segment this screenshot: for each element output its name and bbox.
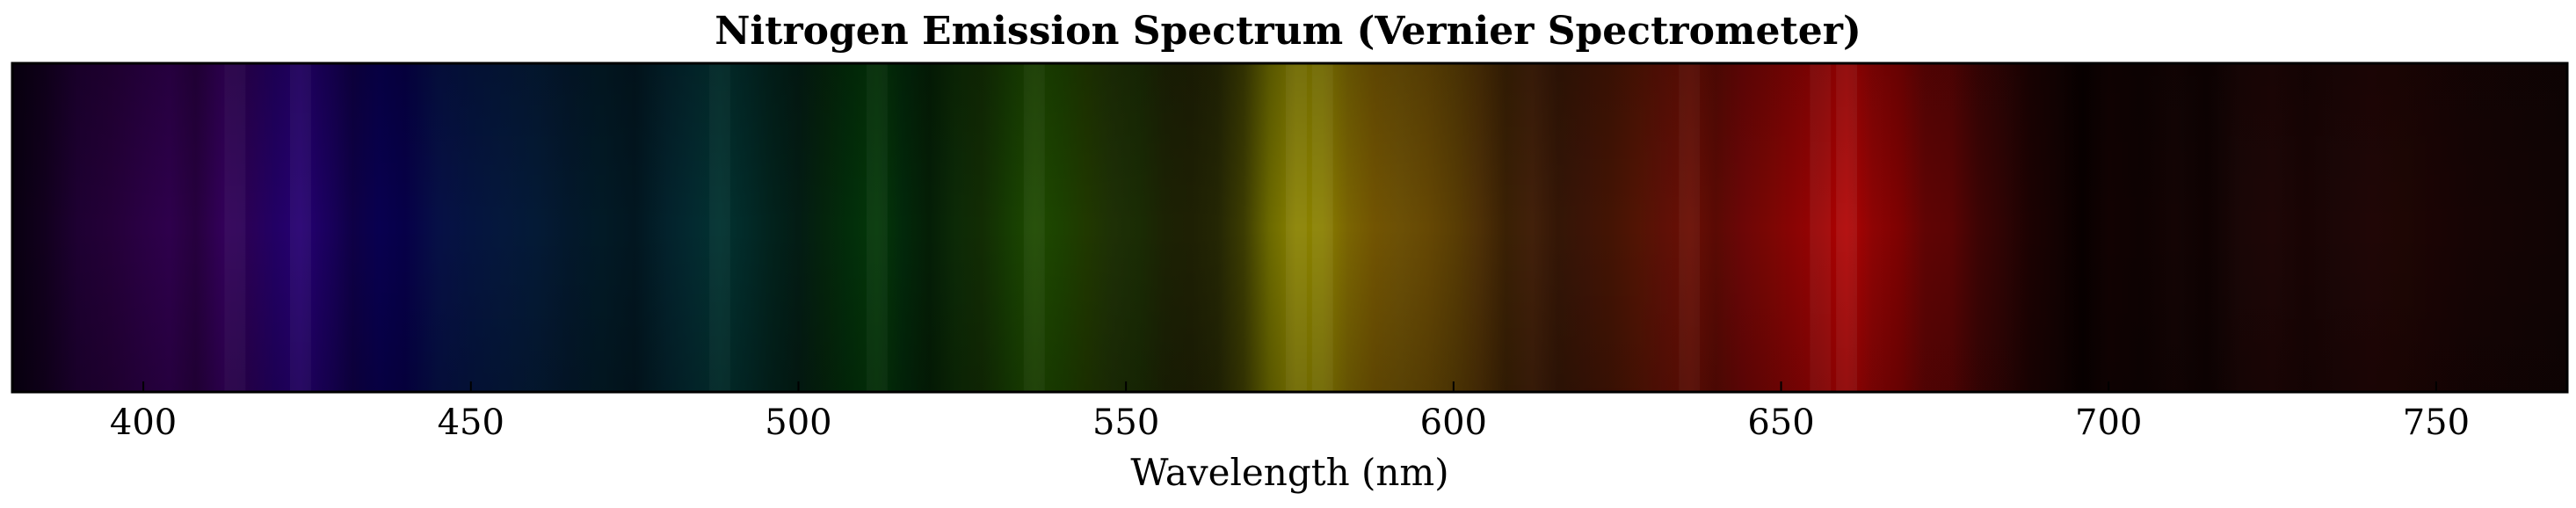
x-tick-label: 550	[1092, 403, 1159, 443]
x-tick-label: 400	[110, 403, 177, 443]
x-tick-label: 750	[2403, 403, 2470, 443]
x-tick-label: 500	[765, 403, 831, 443]
x-tick-label: 650	[1747, 403, 1814, 443]
spectrum-vertical-shading	[12, 63, 2567, 392]
x-axis-label: Wavelength (nm)	[1130, 451, 1448, 494]
x-tick-label: 450	[438, 403, 504, 443]
plot-frame	[11, 62, 2569, 394]
x-axis-ticks: 400 450 500 550 600 650 700 750	[110, 381, 2470, 443]
chart-title: Nitrogen Emission Spectrum (Vernier Spec…	[715, 9, 1861, 54]
x-tick-label: 600	[1420, 403, 1487, 443]
spectrum-band-layer	[12, 63, 2567, 392]
x-tick-label: 700	[2075, 403, 2142, 443]
